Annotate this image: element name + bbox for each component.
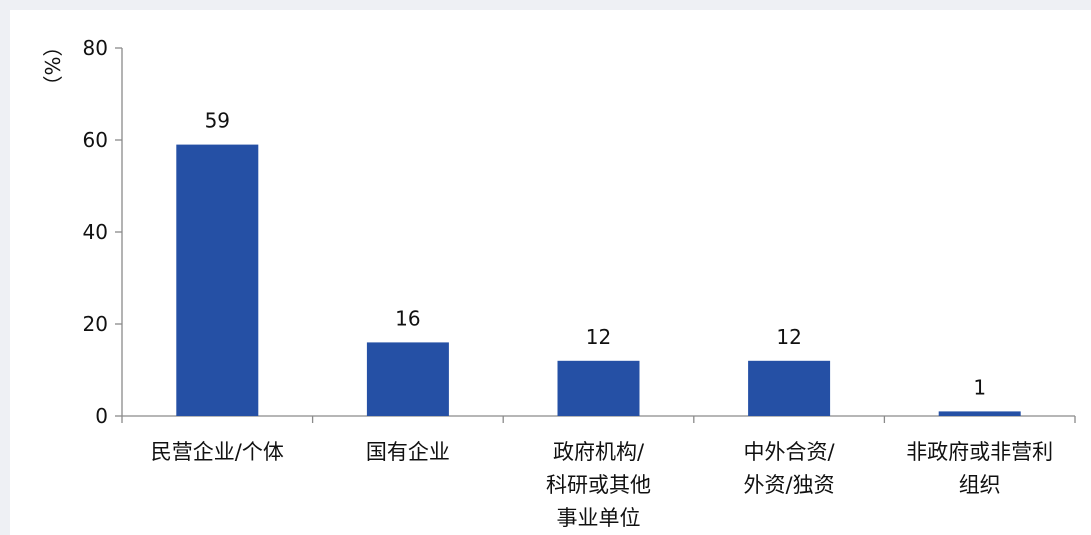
y-tick-label: 0 (95, 404, 108, 428)
unit-label-group: （%） (41, 36, 65, 95)
data-label: 12 (776, 325, 801, 349)
category-label: 中外合资/外资/独资 (744, 440, 836, 497)
category-label: 国有企业 (366, 440, 450, 464)
category-label-line: 外资/独资 (744, 473, 835, 497)
category-label-line: 科研或其他 (546, 473, 651, 497)
category-label-line: 事业单位 (557, 506, 641, 530)
bar (938, 411, 1021, 416)
y-unit-label: （%） (41, 36, 65, 95)
category-label-line: 中外合资/ (744, 440, 836, 464)
bar (366, 342, 449, 416)
category-label-line: 政府机构/ (553, 440, 645, 464)
category-label: 非政府或非营利组织 (906, 440, 1053, 497)
y-tick-label: 20 (83, 312, 108, 336)
category-label-line: 国有企业 (366, 440, 450, 464)
category-label-line: 组织 (959, 473, 1001, 497)
category-label: 政府机构/科研或其他事业单位 (546, 440, 651, 530)
data-label: 16 (395, 306, 420, 330)
data-label: 59 (205, 109, 230, 133)
category-label: 民营企业/个体 (151, 440, 284, 464)
bars (176, 144, 1021, 416)
axes: 0 20 40 60 80 (83, 36, 1076, 428)
labels: 59 民营企业/个体 16 国有企业 12 政府机构/科研或其他事业单位 12 中外合资/外资… (151, 109, 1053, 530)
y-tick-label: 40 (83, 220, 108, 244)
bar (557, 360, 640, 416)
category-label-line: 非政府或非营利 (906, 440, 1053, 464)
bar (176, 144, 259, 416)
data-label: 1 (973, 375, 986, 399)
bar (748, 360, 831, 416)
data-label: 12 (586, 325, 611, 349)
y-tick-label: 80 (83, 36, 108, 60)
category-label-line: 民营企业/个体 (151, 440, 284, 464)
y-tick-label: 60 (83, 128, 108, 152)
